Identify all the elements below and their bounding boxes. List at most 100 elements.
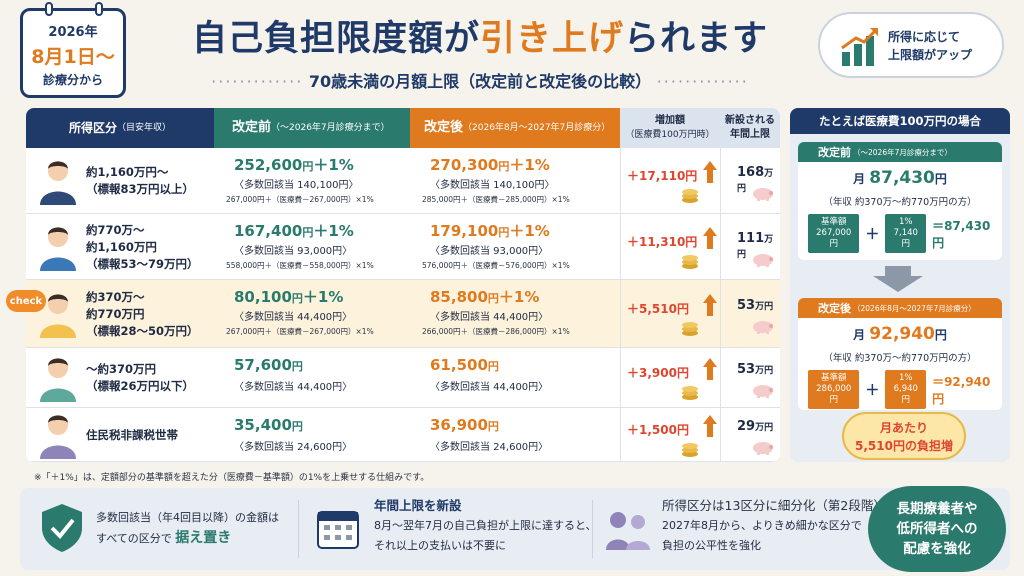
- increase-value: ＋1,500円: [627, 423, 689, 437]
- calendar-ring-icon: [45, 2, 53, 16]
- after-multiple: 〈多数回該当 44,400円〉: [430, 382, 549, 393]
- after-formula: 266,000円＋（医療費－286,000円）×1%: [422, 327, 570, 336]
- before-cell: 57,600円 〈多数回該当 44,400円〉: [214, 348, 410, 407]
- bottom-s2-line1: 8月～翌年7月の自己負担が上限に達すると、: [374, 519, 597, 532]
- header-after: 改定後 （2026年8月～2027年7月診療分）: [410, 108, 620, 148]
- increase-cell: ＋17,110円: [620, 148, 720, 213]
- piggy-bank-icon: [753, 442, 773, 455]
- example-header: たとえば医療費100万円の場合: [790, 108, 1010, 134]
- annual-cap-value: 168万円: [737, 165, 774, 194]
- person-avatar-icon: [40, 227, 76, 271]
- example-before-box: 改定前 （～2026年7月診療分まで） 月 87,430円 （年収 約370万～約…: [798, 142, 1002, 260]
- before-cell: 35,400円 〈多数回該当 24,600円〉: [214, 408, 410, 461]
- up-arrow-icon: [703, 294, 717, 316]
- income-category: 約1,160万円～ （標報83万円以上）: [86, 165, 195, 196]
- increase-value: ＋5,510円: [627, 302, 689, 316]
- piggy-bank-icon: [753, 188, 773, 201]
- comparison-table: 所得区分 （目安年収） 改定前 （～2026年7月診療分まで） 改定後 （2026年8…: [26, 108, 780, 462]
- table-row: 約370万～ 約770万円 （標報28～50万円） 80,100円＋1% 〈多数回該…: [26, 280, 780, 348]
- example-before-formula: 基準額 267,000円 ＋ 1% 7,140円 ＝87,430円: [808, 214, 1002, 253]
- bottom-s1-line1: 多数回該当（年4回目以降）の金額は: [96, 511, 279, 524]
- after-amount: 179,100円＋1%: [430, 222, 550, 240]
- income-category: ～約370万円 （標報26万円以下）: [86, 362, 195, 393]
- example-before-label-sub: （～2026年7月診療分まで）: [853, 147, 952, 157]
- bottom-s1-emphasis: 据え置き: [175, 530, 232, 546]
- before-amount: 252,600円＋1%: [234, 156, 354, 174]
- down-arrow-icon: [873, 266, 923, 292]
- increase-cell: ＋5,510円: [620, 280, 720, 347]
- annual-cap-cell: 168万円: [720, 148, 780, 213]
- before-amount: 57,600円: [234, 356, 303, 374]
- example-panel: たとえば医療費100万円の場合 改定前 （～2026年7月診療分まで） 月 87,…: [790, 108, 1010, 462]
- after-amount: 61,500円: [430, 356, 499, 374]
- title-part1: 自己負担限度額が: [191, 19, 480, 59]
- before-amount: 80,100円＋1%: [234, 288, 344, 306]
- family-icon: [606, 512, 650, 550]
- increase-value: ＋3,900円: [627, 366, 689, 380]
- coins-icon: [682, 255, 698, 269]
- increase-value: ＋11,310円: [627, 235, 698, 249]
- title-part2: られます: [624, 19, 769, 59]
- before-amount: 167,400円＋1%: [234, 222, 354, 240]
- bubble-line1: 所得に応じて: [888, 30, 961, 44]
- bottom-s3-line2: 負担の公平性を強化: [662, 539, 761, 552]
- info-bubble: 所得に応じて 上限額がアップ: [818, 12, 1004, 78]
- bottom-s2-title: 年間上限を新設: [374, 498, 462, 513]
- coins-icon: [682, 386, 698, 400]
- person-avatar-icon: [40, 161, 76, 205]
- bottom-notes: 多数回該当（年4回目以降）の金額は すべての区分で 据え置き 年間上限を新設 8月～…: [20, 488, 1010, 570]
- before-formula: 558,000円＋（医療費－558,000円）×1%: [226, 261, 374, 270]
- before-formula: 267,000円＋（医療費－267,000円）×1%: [226, 195, 374, 204]
- person-avatar-icon: [40, 358, 76, 402]
- table-row: 住民税非課税世帯 35,400円 〈多数回該当 24,600円〉 36,900円…: [26, 408, 780, 462]
- before-multiple: 〈多数回該当 140,100円〉: [234, 180, 359, 191]
- after-formula: 285,000円＋（医療費－285,000円）×1%: [422, 195, 570, 204]
- annual-cap-value: 53万円: [737, 362, 774, 377]
- header-annual: 新設される 年間上限: [720, 108, 780, 148]
- page-subtitle: ············· 70歳未満の月額上限（改定前と改定後の比較） ···…: [211, 72, 749, 91]
- example-after-formula: 基準額 286,000円 ＋ 1% 6,940円 ＝92,940円: [808, 370, 1002, 409]
- table-row: 約1,160万円～ （標報83万円以上） 252,600円＋1% 〈多数回該当 1…: [26, 148, 780, 214]
- person-avatar-icon: [40, 294, 76, 338]
- piggy-bank-icon: [753, 321, 773, 334]
- example-after-box: 改定後 （2026年8月～2027年7月診療分） 月 92,940円 （年収 約3…: [798, 298, 1002, 410]
- bottom-s2-line2: それ以上の支払いは不要に: [374, 539, 506, 552]
- example-after-amount: 月 92,940円: [853, 324, 947, 344]
- annual-cap-cell: 111万円: [720, 214, 780, 279]
- example-before-amount: 月 87,430円: [853, 168, 947, 188]
- piggy-bank-icon: [753, 385, 773, 398]
- subtitle-text: 70歳未満の月額上限（改定前と改定後の比較）: [308, 72, 652, 91]
- after-multiple: 〈多数回該当 44,400円〉: [430, 312, 549, 323]
- header-category: 所得区分 （目安年収）: [26, 108, 214, 148]
- after-cell: 61,500円 〈多数回該当 44,400円〉: [410, 348, 620, 407]
- increase-cell: ＋3,900円: [620, 348, 720, 407]
- example-after-range: （年収 約370万～約770万円の方）: [823, 353, 977, 364]
- annual-cap-cell: 53万円: [720, 280, 780, 347]
- income-category: 約370万～ 約770万円 （標報28～50万円）: [86, 289, 199, 338]
- annual-cap-value: 53万円: [737, 298, 774, 313]
- increase-cell: ＋11,310円: [620, 214, 720, 279]
- increase-value: ＋17,110円: [627, 169, 698, 183]
- after-cell: 270,300円＋1% 〈多数回該当 140,100円〉 285,000円＋（医…: [410, 148, 620, 213]
- up-arrow-icon: [703, 415, 717, 437]
- after-multiple: 〈多数回該当 93,000円〉: [430, 246, 549, 257]
- date-badge: 2026年 8月1日～ 診療分から: [20, 2, 126, 98]
- after-cell: 85,800円＋1% 〈多数回該当 44,400円〉 266,000円＋（医療費…: [410, 280, 620, 347]
- coins-icon: [682, 443, 698, 457]
- annual-cap-cell: 53万円: [720, 348, 780, 407]
- policy-circle: 長期療養者や 低所得者への 配慮を強化: [868, 486, 1006, 572]
- before-cell: 252,600円＋1% 〈多数回該当 140,100円〉 267,000円＋（医…: [214, 148, 410, 213]
- annual-cap-value: 111万円: [737, 231, 774, 260]
- before-cell: 167,400円＋1% 〈多数回該当 93,000円〉 558,000円＋（医療…: [214, 214, 410, 279]
- bottom-s3-title: 所得区分は13区分に細分化（第2段階）: [662, 498, 886, 513]
- title-highlight: 引き上げ: [479, 19, 624, 59]
- rising-chart-icon: [841, 28, 878, 66]
- after-formula: 576,000円＋（医療費－576,000円）×1%: [422, 261, 570, 270]
- up-arrow-icon: [703, 161, 717, 183]
- before-formula: 267,000円＋（医療費－267,000円）×1%: [226, 327, 374, 336]
- coins-icon: [682, 189, 698, 203]
- income-category: 住民税非課税世帯: [86, 427, 178, 442]
- after-amount: 270,300円＋1%: [430, 156, 550, 174]
- example-before-range: （年収 約370万～約770万円の方）: [823, 197, 977, 208]
- up-arrow-icon: [703, 358, 717, 380]
